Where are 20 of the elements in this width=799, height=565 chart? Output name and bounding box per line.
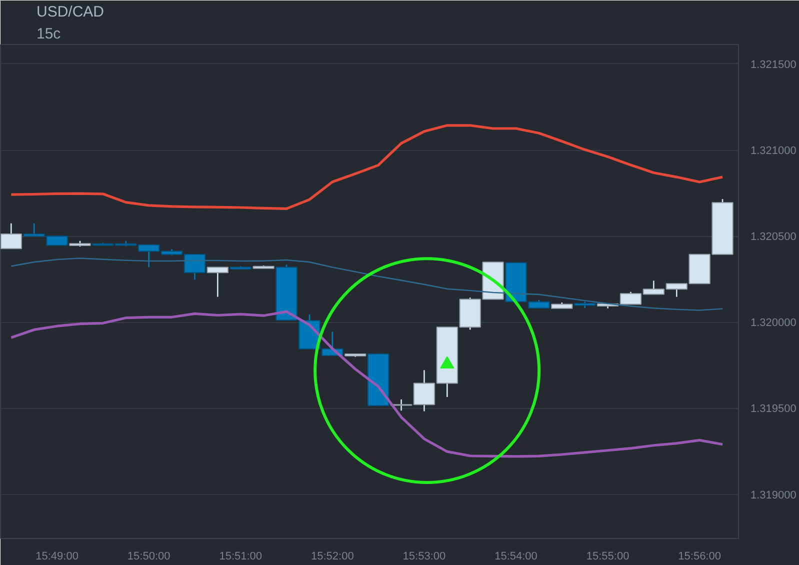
chart-title: USD/CAD: [36, 4, 104, 20]
candlestick: [206, 266, 228, 298]
x-tick-label: 15:54:00: [494, 550, 538, 562]
y-tick-label: 1.320500: [750, 231, 796, 244]
x-tick-label: 15:55:00: [586, 550, 630, 562]
x-tick-label: 15:49:00: [36, 550, 78, 562]
y-tick-label: 1.321500: [750, 58, 796, 71]
x-tick-label: 15:51:00: [219, 550, 262, 562]
line-series: [10, 124, 724, 210]
x-tick-label: 15:56:00: [678, 550, 721, 562]
candlestick: [0, 222, 22, 250]
y-tick-label: 1.319000: [750, 489, 796, 502]
chart-subtitle: 15c: [36, 26, 62, 42]
line-series: [10, 310, 724, 458]
y-tick-label: 1.321000: [750, 145, 796, 158]
y-tick-label: 1.319500: [750, 403, 796, 416]
x-tick-label: 15:53:00: [402, 550, 446, 562]
x-tick-label: 15:50:00: [127, 550, 170, 562]
y-tick-label: 1.320000: [750, 317, 796, 330]
x-tick-label: 15:52:00: [311, 550, 354, 562]
